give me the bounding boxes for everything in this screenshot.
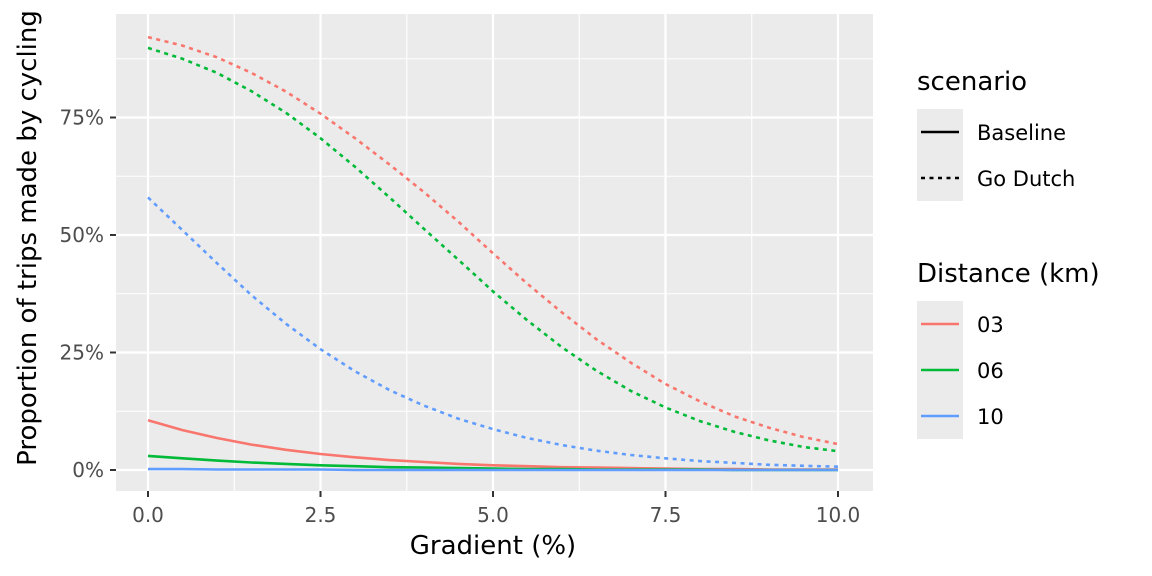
y-axis-title: Proportion of trips made by cycling (13, 10, 43, 466)
x-tick-label: 7.5 (650, 503, 682, 527)
series-line-03-go-dutch (147, 35, 839, 446)
series-line-10-baseline (148, 467, 838, 472)
series-line-06-go-dutch (147, 46, 839, 453)
x-tick-label: 2.5 (305, 503, 337, 527)
legend-distance-title: Distance (km) (917, 259, 1100, 289)
x-tick-label: 10.0 (816, 503, 861, 527)
y-axis: 0% 25% 50% 75% (60, 106, 116, 482)
legend-scenario-title: scenario (917, 67, 1027, 97)
plot-panel (116, 14, 873, 491)
legend-distance-label: 03 (977, 313, 1004, 337)
grid-minor (116, 14, 873, 491)
y-tick-label: 25% (60, 341, 104, 365)
y-tick-label: 75% (60, 106, 104, 130)
y-tick-label: 50% (60, 223, 104, 247)
legend-distance-label: 10 (977, 405, 1004, 429)
x-axis: 0.0 2.5 5.0 7.5 10.0 (132, 491, 860, 527)
y-tick-label: 0% (72, 458, 104, 482)
x-tick-label: 0.0 (132, 503, 164, 527)
legend-scenario-key-background (917, 109, 963, 201)
x-tick-label: 5.0 (477, 503, 509, 527)
legend-distance-label: 06 (977, 359, 1004, 383)
legend-scenario-label: Baseline (977, 121, 1066, 145)
x-axis-title: Gradient (%) (410, 531, 576, 561)
series-lines (147, 35, 839, 472)
legend-scenario-label: Go Dutch (977, 167, 1075, 191)
